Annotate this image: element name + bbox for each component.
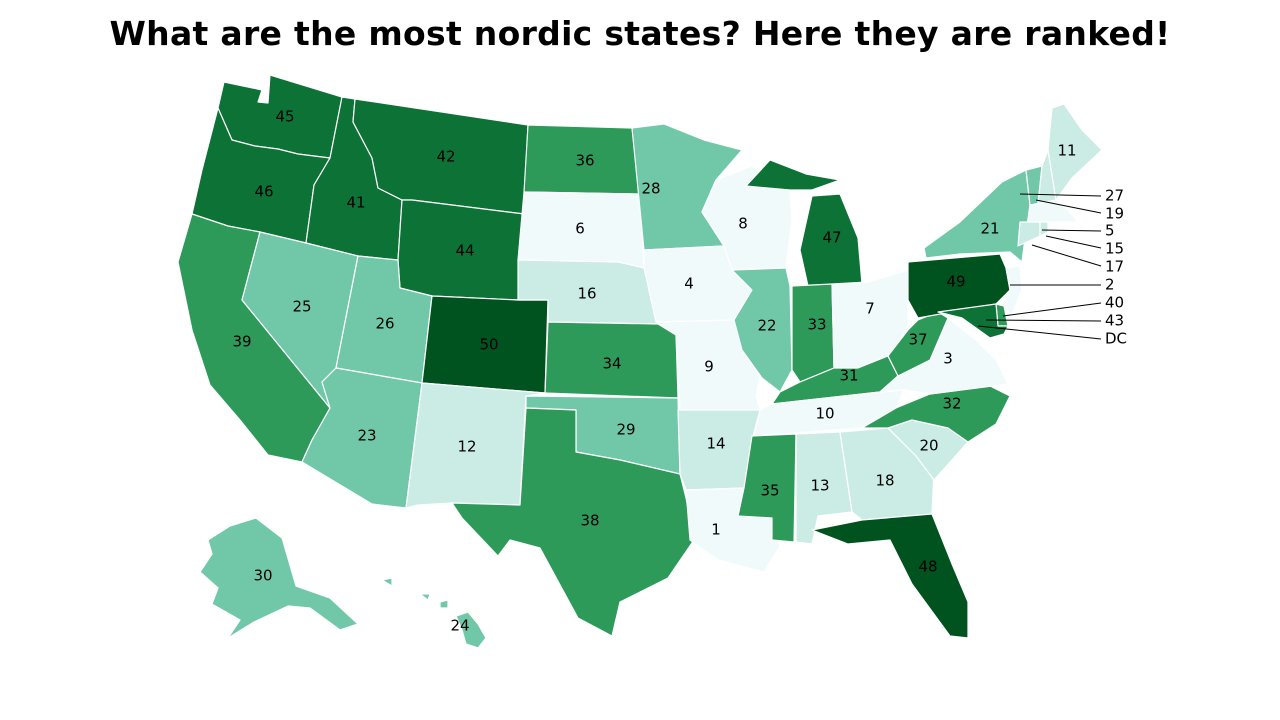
callout-label-delaware: 40 bbox=[1105, 294, 1124, 312]
label-pennsylvania: 49 bbox=[946, 273, 965, 291]
label-oregon: 46 bbox=[254, 183, 273, 201]
label-michigan: 47 bbox=[822, 229, 841, 247]
state-north-carolina[interactable] bbox=[861, 385, 1011, 443]
label-mississippi: 35 bbox=[760, 482, 779, 500]
label-louisiana: 1 bbox=[711, 521, 721, 539]
label-oklahoma: 29 bbox=[616, 421, 635, 439]
label-montana: 42 bbox=[436, 148, 455, 166]
callout-line-dc bbox=[977, 325, 1102, 340]
label-new-mexico: 12 bbox=[457, 438, 476, 456]
label-west-virginia: 37 bbox=[908, 331, 927, 349]
label-california: 39 bbox=[232, 333, 251, 351]
state-new-jersey[interactable] bbox=[999, 265, 1023, 315]
label-nevada: 25 bbox=[292, 298, 311, 316]
callout-label-rhode-island: 15 bbox=[1105, 240, 1124, 258]
label-texas: 38 bbox=[580, 512, 599, 530]
label-north-dakota: 36 bbox=[575, 152, 594, 170]
state-alaska[interactable] bbox=[199, 517, 359, 639]
callout-label-massachusetts: 5 bbox=[1105, 222, 1115, 240]
label-florida: 48 bbox=[918, 558, 937, 576]
state-florida[interactable] bbox=[811, 513, 969, 639]
label-iowa: 4 bbox=[684, 275, 694, 293]
label-colorado: 50 bbox=[479, 336, 498, 354]
callout-label-new-jersey: 2 bbox=[1105, 276, 1115, 294]
label-arkansas: 14 bbox=[706, 435, 725, 453]
label-arizona: 23 bbox=[357, 427, 376, 445]
state-hawaii[interactable] bbox=[381, 577, 487, 649]
state-pennsylvania[interactable] bbox=[907, 253, 1011, 319]
callout-label-maryland: 43 bbox=[1105, 312, 1124, 330]
label-hawaii: 24 bbox=[450, 617, 469, 635]
state-virginia[interactable] bbox=[879, 317, 1009, 395]
callout-line-massachusetts bbox=[1041, 229, 1102, 232]
label-new-york: 21 bbox=[980, 220, 999, 238]
label-south-carolina: 20 bbox=[919, 437, 938, 455]
state-west-virginia[interactable] bbox=[887, 311, 949, 377]
state-rhode-island[interactable] bbox=[1039, 221, 1049, 237]
label-nebraska: 16 bbox=[577, 285, 596, 303]
callout-line-connecticut bbox=[1031, 244, 1102, 267]
label-kansas: 34 bbox=[602, 355, 621, 373]
label-wyoming: 44 bbox=[455, 242, 474, 260]
callout-line-delaware bbox=[1002, 302, 1102, 317]
callout-label-dc: DC bbox=[1105, 330, 1127, 348]
label-kentucky: 31 bbox=[839, 367, 858, 385]
label-ohio: 7 bbox=[865, 300, 875, 318]
label-north-carolina: 32 bbox=[942, 395, 961, 413]
state-maryland[interactable] bbox=[937, 303, 1009, 339]
callout-line-vermont bbox=[1019, 193, 1102, 197]
label-minnesota: 28 bbox=[641, 180, 660, 198]
label-alabama: 13 bbox=[810, 477, 829, 495]
state-maine[interactable] bbox=[1047, 103, 1103, 201]
state-michigan-upper-peninsula[interactable] bbox=[745, 159, 841, 191]
label-tennessee: 10 bbox=[815, 405, 834, 423]
callout-line-maryland bbox=[985, 319, 1102, 322]
callout-label-new-hampshire: 19 bbox=[1105, 205, 1124, 223]
state-illinois[interactable] bbox=[731, 267, 793, 393]
label-washington: 45 bbox=[275, 108, 294, 126]
callout-line-new-hampshire bbox=[1035, 199, 1102, 214]
label-illinois: 22 bbox=[757, 317, 776, 335]
label-wisconsin: 8 bbox=[738, 215, 748, 233]
label-alaska: 30 bbox=[253, 567, 272, 585]
callout-label-vermont: 27 bbox=[1105, 187, 1124, 205]
state-connecticut[interactable] bbox=[1017, 221, 1041, 247]
label-maine: 11 bbox=[1057, 142, 1076, 160]
label-missouri: 9 bbox=[704, 358, 714, 376]
page-title: What are the most nordic states? Here th… bbox=[109, 14, 1171, 53]
label-south-dakota: 6 bbox=[575, 220, 585, 238]
label-virginia: 3 bbox=[943, 350, 953, 368]
state-new-york[interactable] bbox=[923, 169, 1031, 263]
state-kansas[interactable] bbox=[544, 321, 679, 399]
state-texas[interactable] bbox=[451, 407, 695, 637]
label-idaho: 41 bbox=[346, 194, 365, 212]
label-indiana: 33 bbox=[807, 316, 826, 334]
callout-line-rhode-island bbox=[1045, 235, 1102, 249]
label-georgia: 18 bbox=[875, 472, 894, 490]
label-utah: 26 bbox=[375, 315, 394, 333]
callout-label-connecticut: 17 bbox=[1105, 258, 1124, 276]
